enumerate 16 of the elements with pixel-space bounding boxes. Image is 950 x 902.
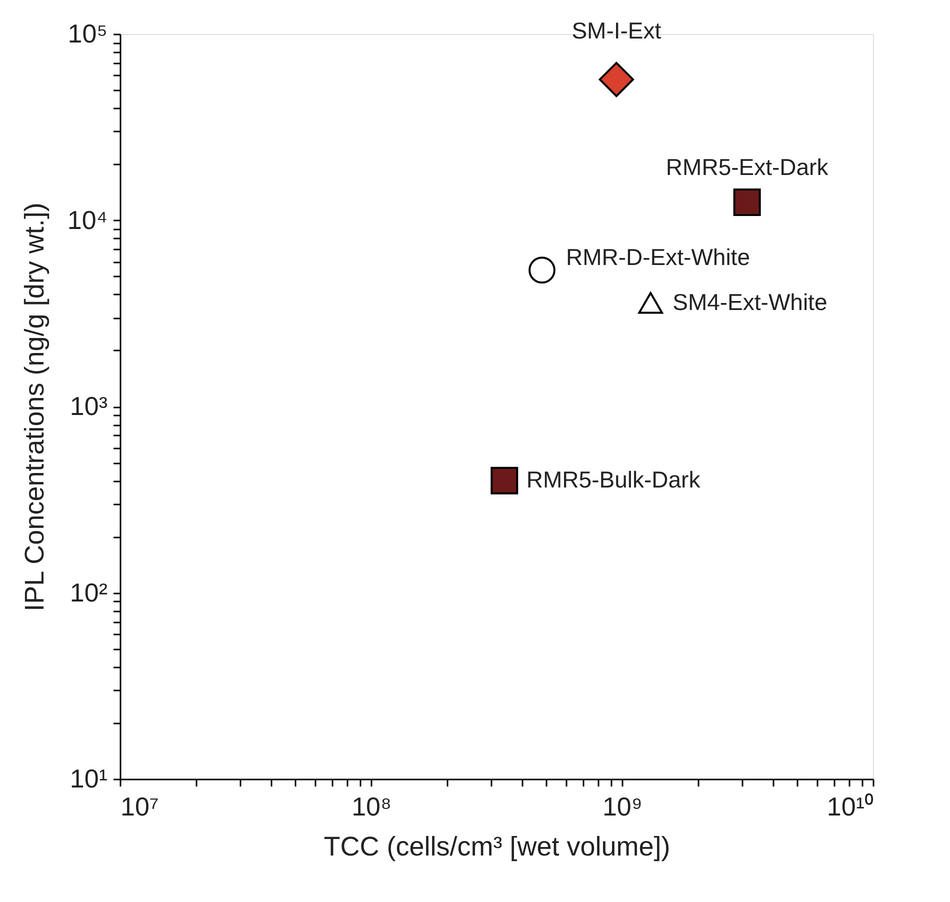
series-label: RMR-D-Ext-White [566, 244, 750, 270]
series-label: RMR5-Bulk-Dark [526, 466, 701, 493]
x-axis-title: TCC (cells/cm³ [wet volume]) [324, 832, 670, 862]
y-axis-title: IPL Concentrations (ng/g [dry wt.]) [19, 202, 50, 612]
x-tick-label: 10⁹ [602, 792, 643, 822]
series-label: RMR5-Ext-Dark [666, 154, 829, 180]
x-tick-label: 10⁸ [352, 792, 392, 822]
series-label: SM-I-Ext [572, 17, 662, 44]
y-tick-label: 10³ [70, 391, 108, 421]
x-tick-label: 10¹⁰ [826, 792, 874, 822]
series-label: SM4-Ext-White [672, 288, 828, 315]
y-tick-label: 10¹ [70, 764, 108, 794]
x-tick-label: 10⁷ [120, 792, 159, 822]
y-tick-label: 10⁵ [68, 18, 108, 48]
y-tick-label: 10² [70, 577, 108, 608]
y-tick-label: 10⁴ [67, 204, 108, 235]
